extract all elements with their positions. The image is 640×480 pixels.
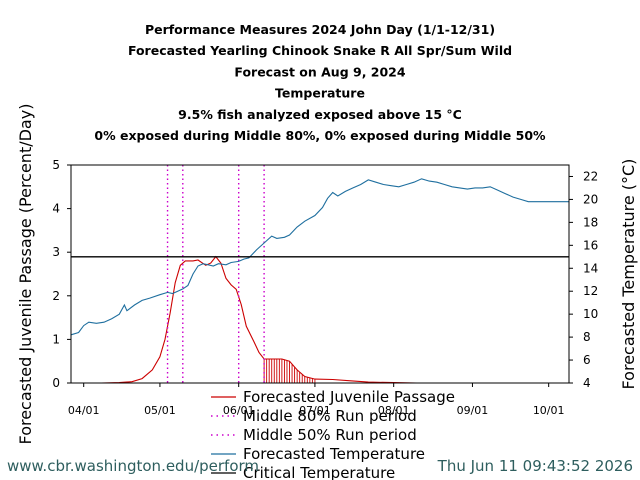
x-tick-label: 04/01 [68, 404, 100, 417]
legend-label: Critical Temperature [243, 464, 395, 480]
y-right-tick-label: 14 [583, 261, 598, 275]
y-right-tick-label: 12 [583, 284, 598, 298]
legend-label: Middle 50% Run period [243, 426, 417, 444]
y-left-tick-label: 1 [52, 332, 60, 346]
legend-label: Forecasted Temperature [243, 445, 425, 463]
x-tick-label: 06/01 [223, 404, 255, 417]
chart-title-line: Forecasted Yearling Chinook Snake R All … [128, 43, 512, 58]
y-right-tick-label: 16 [583, 238, 598, 252]
legend-label: Forecasted Juvenile Passage [243, 388, 455, 406]
x-tick-label: 10/01 [533, 404, 565, 417]
legend-label: Middle 80% Run period [243, 407, 417, 425]
temperature-series-line [70, 178, 569, 336]
y-right-axis-label: Forecasted Temperature (°C) [619, 159, 638, 390]
y-left-tick-label: 3 [52, 245, 60, 259]
plot-frame [70, 164, 570, 384]
y-right-tick-label: 6 [583, 353, 591, 367]
chart-title-line: Forecast on Aug 9, 2024 [234, 64, 405, 79]
y-left-tick-label: 2 [52, 289, 60, 303]
y-left-tick-label: 0 [52, 376, 60, 390]
x-tick-label: 08/01 [378, 404, 410, 417]
plot-area [70, 165, 569, 384]
passage-series-line [101, 255, 417, 384]
y-right-tick-label: 18 [583, 215, 598, 229]
y-left-tick-label: 4 [52, 202, 60, 216]
x-tick-label: 05/01 [144, 404, 176, 417]
y-right-tick-label: 20 [583, 192, 598, 206]
y-right-tick-label: 10 [583, 307, 598, 321]
y-right-tick-label: 22 [583, 169, 598, 183]
chart-title-line: Performance Measures 2024 John Day (1/1-… [145, 22, 495, 37]
x-tick-label: 09/01 [457, 404, 489, 417]
chart-title-line: 0% exposed during Middle 80%, 0% exposed… [94, 128, 546, 143]
chart-title-line: Temperature [275, 86, 365, 101]
y-left-axis-label: Forecasted Juvenile Passage (Percent/Day… [16, 104, 35, 445]
y-left-tick-label: 5 [52, 158, 60, 172]
y-right-tick-label: 4 [583, 376, 591, 390]
footer-url: www.cbr.washington.edu/perform [7, 457, 259, 475]
chart-title-block: Performance Measures 2024 John Day (1/1-… [94, 22, 546, 143]
x-tick-label: 07/01 [299, 404, 331, 417]
footer-timestamp: Thu Jun 11 09:43:52 2026 [437, 457, 633, 475]
chart-title-line: 9.5% fish analyzed exposed above 15 °C [178, 107, 462, 122]
y-right-tick-label: 8 [583, 330, 591, 344]
